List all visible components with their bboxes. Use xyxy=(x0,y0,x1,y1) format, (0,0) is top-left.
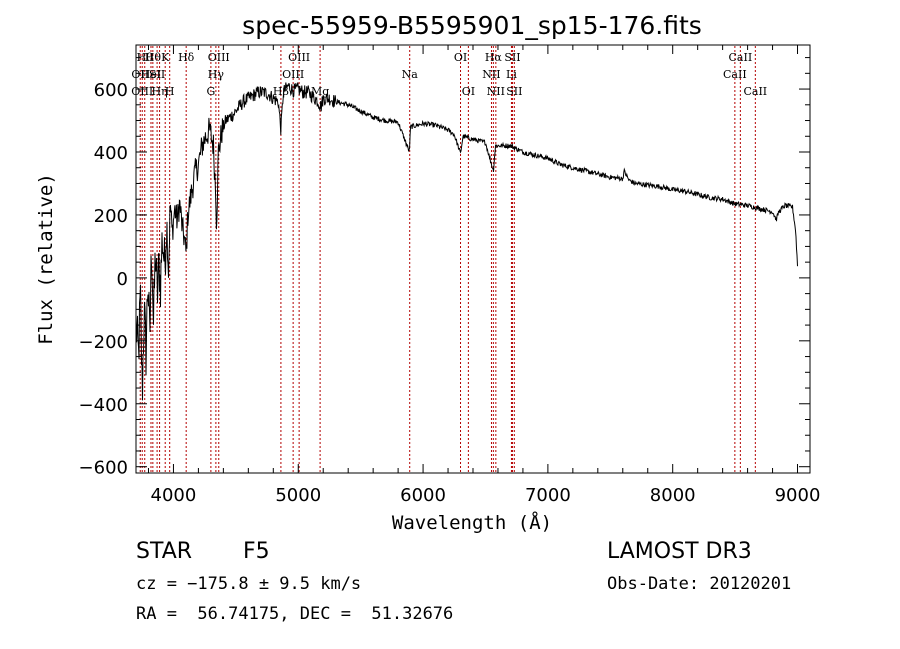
spectral-line-label: Hα xyxy=(485,51,503,64)
spectral-line-label: OI xyxy=(454,51,467,64)
chart-title: spec-55959-B5595901_sp15-176.fits xyxy=(242,11,702,40)
observation-date: Obs-Date: 20120201 xyxy=(607,574,792,594)
spectral-line-label: Li xyxy=(506,68,517,81)
y-tick-label: 0 xyxy=(117,269,128,290)
y-tick-label: 200 xyxy=(94,206,128,227)
spectral-line-label: NII xyxy=(482,68,500,81)
axis-ticks: 4000 5000 6000 7000 8000 9000 −600 −400 −200 0 200… xyxy=(79,45,821,506)
spectral-line-label: Hγ xyxy=(208,68,225,81)
y-tick-label: −200 xyxy=(79,332,128,353)
spectral-line-label: G xyxy=(206,85,215,98)
spectral-line-label: OIII xyxy=(208,51,230,64)
spectral-line-label: HeI xyxy=(141,68,161,81)
sky-coordinates: RA = 56.74175, DEC = 51.32676 xyxy=(136,604,454,624)
spectral-line-label: OI xyxy=(462,85,475,98)
y-tick-label: −400 xyxy=(79,395,128,416)
spectral-line-label: H xyxy=(165,85,175,98)
x-tick-label: 4000 xyxy=(151,485,197,506)
survey-name: LAMOST DR3 xyxy=(607,539,752,564)
spectral-line-label: Hθ xyxy=(137,51,154,64)
x-tick-label: 6000 xyxy=(400,485,446,506)
x-tick-label: 7000 xyxy=(525,485,571,506)
spectral-line-label: Hδ xyxy=(178,51,195,64)
y-axis-label: Flux (relative) xyxy=(35,173,57,345)
x-axis-label: Wavelength (Å) xyxy=(392,511,552,534)
spectral-line-label: SII xyxy=(506,85,522,98)
spectral-line-label: NII xyxy=(487,85,505,98)
spectral-line-label: OIII xyxy=(288,51,310,64)
spectral-line-label: SII xyxy=(504,51,520,64)
spectral-line-label: Mg xyxy=(311,85,329,98)
x-tick-label: 8000 xyxy=(650,485,696,506)
spectral-line-label: Hβ xyxy=(273,85,289,98)
spectral-line-markers xyxy=(139,46,756,472)
spectral-line-label: K xyxy=(161,51,170,64)
spectral-line-labels: OII OIII Hθ HeI Hθ SII Hη K H Hδ G Hγ OIII Hβ OIII OIII… xyxy=(131,51,767,98)
spectral-line-label: CaII xyxy=(729,51,753,64)
x-tick-label: 5000 xyxy=(275,485,321,506)
spectral-line-label: Na xyxy=(402,68,419,81)
object-class: STAR xyxy=(136,539,193,564)
spectral-line-label: Hη xyxy=(151,85,167,98)
spectrum-series-line xyxy=(135,82,798,401)
y-tick-label: 400 xyxy=(94,143,128,164)
spectral-line-label: SII xyxy=(149,68,165,81)
spectral-line-label: OII xyxy=(131,68,149,81)
spectral-line-label: Hθ xyxy=(145,51,162,64)
spectral-line-label: CaII xyxy=(743,85,767,98)
spectral-line-label: OIII xyxy=(131,85,153,98)
y-tick-label: 600 xyxy=(94,80,128,101)
spectral-line-label: OIII xyxy=(282,68,304,81)
x-tick-label: 9000 xyxy=(775,485,821,506)
spectral-line-label: CaII xyxy=(723,68,747,81)
spectral-subclass: F5 xyxy=(243,539,270,564)
y-tick-label: −600 xyxy=(79,458,128,479)
redshift-velocity: cz = −175.8 ± 9.5 km/s xyxy=(136,574,362,594)
